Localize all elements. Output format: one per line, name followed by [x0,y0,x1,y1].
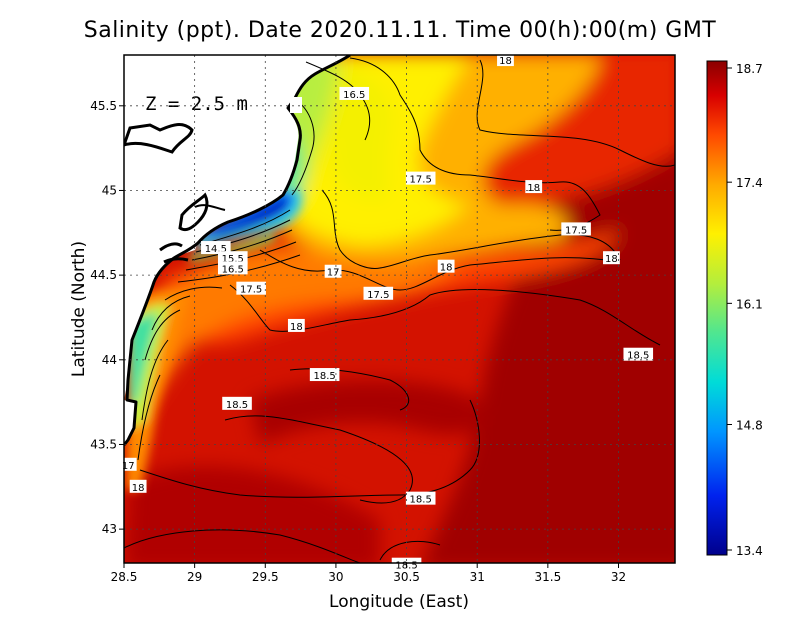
x-tick-label: 30.5 [393,570,420,584]
svg-text:17.5: 17.5 [367,290,389,301]
svg-text:17: 17 [327,268,340,279]
colorbar-tick-label: 13.4 [736,544,763,558]
colorbar-tick-label: 14.8 [736,419,763,433]
contour-label: 18.5 [405,491,436,506]
contour-label: 16.5 [339,86,370,101]
x-tick-label: 31 [470,570,485,584]
x-tick-label: 30 [328,570,343,584]
contour-label: 15.5 [217,251,248,265]
svg-text:18: 18 [132,483,145,494]
colorbar-tick-label: 17.4 [736,176,763,190]
x-axis-label: Longitude (East) [329,592,469,612]
colorbar-tick-label: 18.7 [736,62,763,76]
svg-text:15.5: 15.5 [222,254,244,265]
svg-text:16.5: 16.5 [343,90,365,101]
y-tick-label: 45.5 [90,99,117,113]
x-axis-ticks: 28.5 29 29.5 30 30.5 31 31.5 32 [111,563,626,584]
svg-text:18: 18 [527,183,540,194]
contour-label: 17.5 [405,171,436,186]
contour-label: 17.5 [363,286,394,301]
contour-label: 16.5 [217,261,248,275]
y-axis-label: Latitude (North) [69,241,89,377]
y-tick-label: 43.5 [90,437,117,451]
svg-text:16.5: 16.5 [222,264,244,275]
contour-label: 18.5 [623,347,654,362]
map-title: Salinity (ppt). Date 2020.11.11. Time 00… [83,18,717,43]
plot-frame [123,54,676,564]
contour-label: 18 [497,53,514,67]
x-tick-label: 32 [611,570,626,584]
svg-text:18.5: 18.5 [410,495,432,506]
svg-text:18: 18 [605,254,618,265]
y-tick-label: 44 [102,353,117,367]
x-tick-label: 29.5 [252,570,279,584]
contour-label: 18.5 [309,368,340,382]
svg-text:18: 18 [440,263,453,274]
map-grid [124,55,675,563]
svg-text:18.5: 18.5 [627,351,649,362]
contour-label: 18 [129,479,147,494]
contour-label: 18.5 [222,396,252,411]
colorbar [706,60,728,556]
contour-label: 17.5 [561,222,591,236]
depth-label: Z = 2.5 m [145,93,248,115]
colorbar-tick-label: 16.1 [736,297,763,311]
svg-text:17.5: 17.5 [410,175,432,186]
svg-text:17: 17 [122,461,135,472]
y-tick-label: 43 [102,522,117,536]
contour-label: 18 [287,318,305,333]
contour-label: 18 [525,180,543,194]
svg-text:18.5: 18.5 [226,400,248,411]
contour-label: 17 [324,264,342,279]
y-tick-label: 44.5 [90,268,117,282]
contour-label: 18 [603,251,620,265]
contour-label: 17.5 [236,281,266,296]
y-axis-ticks: 43 43.5 44 44.5 45 45.5 [90,99,124,536]
contour-label: 14.5 [201,241,231,255]
contour-label: 18 [437,259,455,274]
land-mask [124,55,351,446]
svg-text:17.5: 17.5 [565,225,587,236]
x-tick-label: 29 [187,570,202,584]
svg-text:18: 18 [290,322,303,333]
colorbar-ticks: 18.7 17.4 16.1 14.8 13.4 [727,62,763,558]
svg-text:18.5: 18.5 [313,371,335,382]
svg-text:14.5: 14.5 [205,244,227,255]
svg-text:18: 18 [499,56,512,67]
contour-label: 17 [119,457,137,472]
y-tick-label: 45 [102,183,117,197]
x-tick-label: 28.5 [111,570,138,584]
svg-text:17.5: 17.5 [240,285,262,296]
x-tick-label: 31.5 [534,570,561,584]
